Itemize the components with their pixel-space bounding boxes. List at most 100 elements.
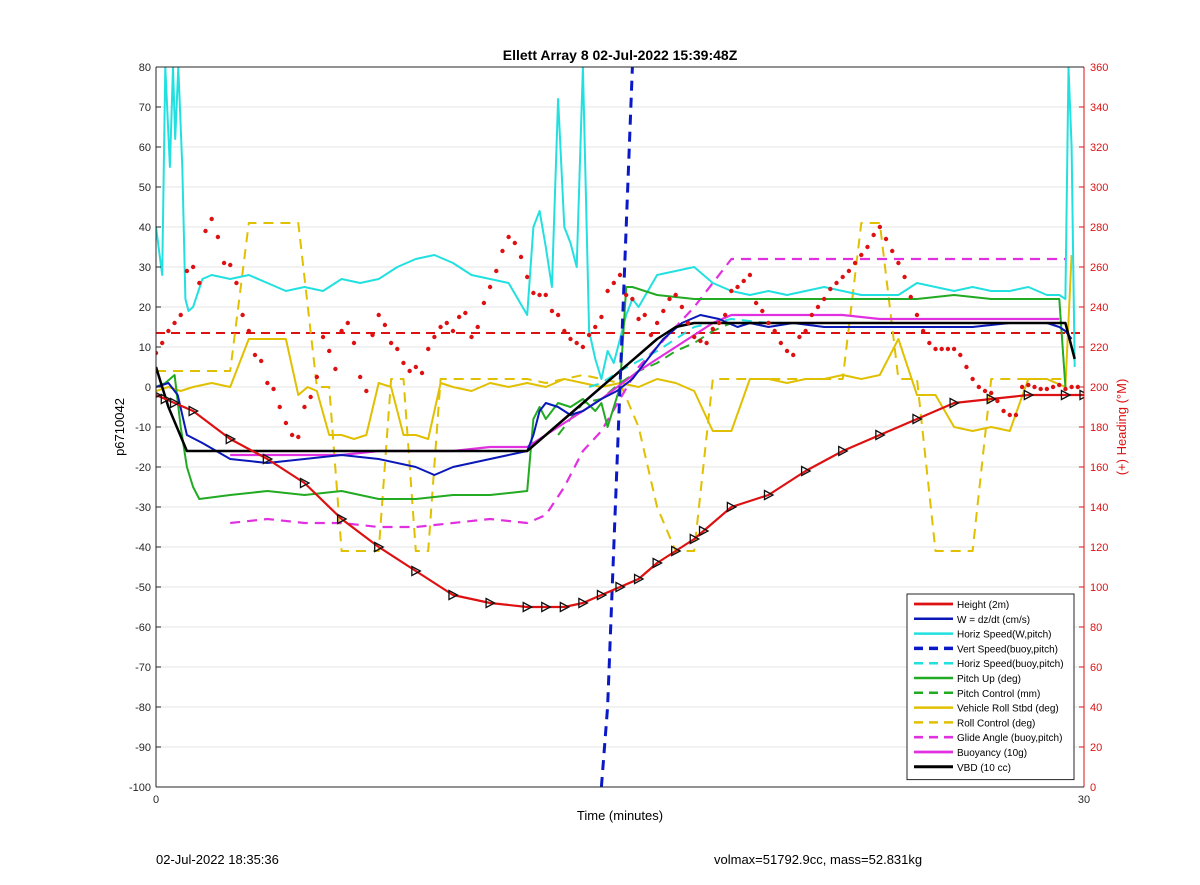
y-tick-label-right: 20 [1090,742,1102,754]
y-tick-label-left: 10 [139,342,151,354]
series-line [156,67,1076,380]
heading-point [729,288,734,294]
series-line [156,393,1084,609]
height-marker [559,601,571,613]
heading-point [741,278,746,284]
y-tick-label-left: 20 [139,302,151,314]
heading-point [525,274,530,280]
heading-point [951,346,957,352]
heading-point [568,336,573,342]
y-tick-label-right: 340 [1090,102,1108,114]
heading-point [543,292,548,298]
heading-point [747,272,753,278]
heading-point [698,338,703,344]
heading-point [450,328,456,334]
heading-point [976,384,982,390]
heading-point [512,240,518,246]
heading-point [1069,384,1074,390]
series-layer [156,67,1084,787]
heading-point [156,350,159,356]
heading-point [1032,384,1037,390]
heading-point [1057,382,1062,388]
heading-point [1038,386,1043,392]
heading-point [704,340,709,346]
heading-point [834,280,839,286]
heading-point [679,304,685,310]
heading-point [648,332,654,338]
heading-point [271,386,276,392]
heading-point [1013,412,1019,418]
heading-point [518,254,524,260]
height-marker [225,433,237,445]
heading-point [178,312,183,318]
heading-point [407,368,412,374]
heading-point [902,274,907,280]
legend: Height (2m) W = dz/dt (cm/s) Horiz Speed(W… [906,593,1075,781]
y-tick-label-right: 360 [1090,62,1108,74]
y-tick-label-right: 0 [1090,782,1096,794]
height-marker [763,489,775,501]
heading-point [351,340,357,346]
heading-point [797,334,802,340]
heading-point [722,312,728,318]
heading-point [215,234,221,240]
height-marker [875,429,886,441]
legend-label: Height (2m) [957,600,1009,611]
legend-label: W = dz/dt (cm/s) [957,615,1030,626]
heading-point [692,334,697,340]
heading-point [1063,386,1068,392]
series-line [156,314,1073,476]
heading-point [1007,412,1012,418]
heading-point [172,320,177,326]
footer-timestamp: 02-Jul-2022 18:35:36 [156,852,279,867]
heading-point [345,320,350,326]
heading-point [203,228,208,234]
x-tick-label: 30 [1078,794,1090,806]
heading-point [302,404,307,410]
heading-point [1026,382,1031,388]
heading-point [388,340,394,346]
legend-label: Vehicle Roll Stbd (deg) [957,704,1059,715]
heading-point [654,320,660,326]
heading-point [821,296,827,302]
height-marker [541,601,552,613]
heading-point [778,340,784,346]
heading-point [413,364,419,370]
y-tick-label-left: 30 [139,262,151,274]
y-tick-label-left: -90 [135,742,151,754]
heading-point [661,308,666,314]
heading-point [1044,386,1050,392]
height-marker [485,597,496,609]
heading-point [927,340,932,346]
heading-point [970,376,975,382]
heading-point [1050,384,1056,390]
height-marker [596,589,608,601]
y-tick-label-right: 180 [1090,422,1108,434]
heading-point [184,268,190,274]
plot-content [156,67,1084,787]
heading-point [283,420,289,426]
heading-point [1019,384,1025,390]
heading-point [920,328,926,334]
heading-point [277,404,282,410]
legend-label: Vert Speed(buoy,pitch) [957,644,1058,655]
y-tick-label-left: 0 [145,382,151,394]
height-marker [160,393,172,405]
heading-point [333,366,338,372]
heading-point [240,312,245,318]
y-tick-label-right: 260 [1090,262,1108,274]
heading-point [673,292,678,298]
heading-point [327,348,332,354]
heading-point [296,434,301,440]
height-marker [411,565,422,577]
heading-point [1001,408,1006,414]
heading-point [221,260,227,266]
heading-point [382,322,388,328]
height-marker [262,453,274,465]
heading-point [438,324,443,330]
heading-point [642,312,647,318]
heading-point [945,346,951,352]
heading-point [252,352,258,358]
y-tick-label-right: 160 [1090,462,1108,474]
